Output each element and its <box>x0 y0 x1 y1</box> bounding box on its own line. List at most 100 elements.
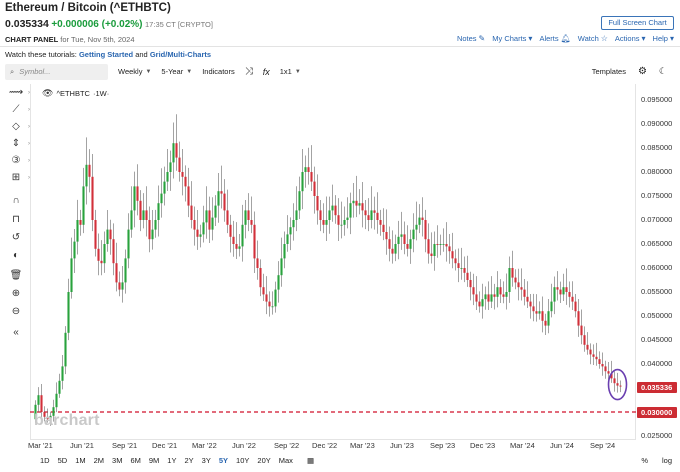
templates-button[interactable]: Templates <box>591 67 626 76</box>
candle <box>574 293 577 318</box>
timeframe-9m[interactable]: 9M <box>148 456 160 465</box>
undo-icon[interactable]: ↺ <box>11 232 21 243</box>
candle-body-down <box>46 416 49 420</box>
candle <box>187 167 190 218</box>
candle-body-up <box>505 292 508 297</box>
divider <box>0 46 680 47</box>
candle <box>433 231 436 271</box>
candle <box>52 399 55 422</box>
theme-toggle-icon[interactable]: ☾ <box>658 66 667 76</box>
candle-body-down <box>322 220 325 225</box>
x-tick-label: Mar '22 <box>192 441 217 450</box>
range-select[interactable]: 5-Year ▼ <box>161 67 192 76</box>
annotation-tool-icon[interactable]: ⇕ › <box>11 138 30 149</box>
fibonacci-tool-icon[interactable]: ③ › <box>11 155 30 166</box>
grid-multi-charts-link[interactable]: Grid/Multi-Charts <box>149 50 212 59</box>
candle-body-up <box>274 289 277 307</box>
indicators-button[interactable]: Indicators <box>202 67 235 76</box>
actions-menu[interactable]: Actions ▾ <box>615 34 646 43</box>
candle <box>448 234 451 264</box>
full-screen-chart-button[interactable]: Full Screen Chart <box>601 16 674 30</box>
candle-body-down <box>220 191 223 194</box>
candle <box>349 192 352 235</box>
timeframe-2y[interactable]: 2Y <box>184 456 194 465</box>
chevron-right-icon: › <box>28 90 30 96</box>
timeframe-1d[interactable]: 1D <box>40 456 50 465</box>
my-charts-link[interactable]: My Charts ▾ <box>492 34 532 43</box>
timeframe-6m[interactable]: 6M <box>130 456 141 465</box>
getting-started-link[interactable]: Getting Started <box>78 50 134 59</box>
candle <box>61 355 64 390</box>
candle-body-down <box>520 287 523 290</box>
settings-gear-icon[interactable]: ⚙ <box>637 66 647 77</box>
measure-tool-icon[interactable]: ⊞ › <box>11 172 30 183</box>
lock-icon[interactable]: ⊓ <box>12 214 20 225</box>
timeframe-5y[interactable]: 5Y <box>218 456 229 465</box>
x-tick-label: Mar '24 <box>510 441 535 450</box>
candle-body-down <box>313 181 316 196</box>
scale-options: % log <box>641 456 672 465</box>
collapse-toolbar-icon[interactable]: « <box>13 327 19 338</box>
candle <box>505 273 508 310</box>
symbol-search-input[interactable]: ⌕ Symbol... <box>5 63 108 80</box>
candle-body-up <box>202 222 205 235</box>
tutorial-prefix: Watch these tutorials: <box>5 50 77 59</box>
candle <box>142 193 145 229</box>
interval-select[interactable]: Weekly ▼ <box>118 67 151 76</box>
candle <box>85 137 88 205</box>
eye-icon[interactable]: ◐ <box>12 250 20 261</box>
indicators-label: Indicators <box>202 67 235 76</box>
log-scale-toggle[interactable]: log <box>661 456 672 465</box>
notes-link[interactable]: Notes ✎ <box>457 34 485 43</box>
candle <box>202 205 205 243</box>
candle <box>151 210 154 250</box>
layout-select[interactable]: 1x1 ▼ <box>280 67 301 76</box>
candle-body-down <box>571 296 574 302</box>
candle <box>412 213 415 253</box>
trash-icon[interactable]: 🗑︎ <box>9 270 23 281</box>
top-links: Notes ✎ My Charts ▾ Alerts 🔔︎ Watch ☆ Action… <box>457 34 674 43</box>
timeframe-2m[interactable]: 2M <box>93 456 105 465</box>
timeframe-20y[interactable]: 20Y <box>257 456 271 465</box>
timeframe-3m[interactable]: 3M <box>112 456 123 465</box>
candle-body-down <box>568 292 571 297</box>
candle-body-down <box>364 210 367 216</box>
candle <box>106 210 109 252</box>
candle-body-up <box>349 203 352 218</box>
timeframe-5d[interactable]: 5D <box>57 456 68 465</box>
timeframe-1m[interactable]: 1M <box>75 456 86 465</box>
candle-body-down <box>544 320 547 326</box>
timeframe-3y[interactable]: 3Y <box>201 456 211 465</box>
help-menu[interactable]: Help ▾ <box>653 34 674 43</box>
zoom-in-icon[interactable]: ⊕ <box>11 288 21 299</box>
candle <box>163 166 166 206</box>
line-tool-icon[interactable]: ⟋ › <box>12 104 31 115</box>
candle <box>277 261 280 303</box>
magnet-icon[interactable]: ∩ <box>12 195 20 206</box>
watch-link[interactable]: Watch ☆ <box>578 34 608 43</box>
visibility-eye-icon[interactable]: 👁︎ <box>42 88 54 98</box>
function-icon[interactable]: fx <box>262 66 270 77</box>
shapes-tool-icon[interactable]: ◇ › <box>12 121 30 132</box>
candle-body-down <box>463 268 466 273</box>
timeframe-10y[interactable]: 10Y <box>236 456 250 465</box>
price-chart[interactable] <box>30 84 636 440</box>
candle-body-up <box>553 287 556 302</box>
candle-body-down <box>361 203 364 211</box>
timeframe-1y[interactable]: 1Y <box>167 456 177 465</box>
candle <box>115 242 118 292</box>
alerts-link[interactable]: Alerts 🔔︎ <box>539 34 570 43</box>
zoom-out-icon[interactable]: ⊖ <box>11 306 21 317</box>
x-tick-label: Sep '23 <box>430 441 456 450</box>
timeframe-max[interactable]: Max <box>278 456 293 465</box>
candle-body-down <box>79 220 82 225</box>
candle-body-down <box>532 306 535 312</box>
candle <box>103 231 106 273</box>
compare-icon[interactable]: ⤨ <box>244 66 253 77</box>
calendar-icon[interactable]: ▦ <box>306 456 315 465</box>
candle-body-up <box>160 193 163 204</box>
candle <box>373 196 376 230</box>
crosshair-tool-icon[interactable]: ⟿ › <box>8 87 30 98</box>
percent-scale-toggle[interactable]: % <box>641 456 648 465</box>
candle-body-up <box>370 210 373 220</box>
